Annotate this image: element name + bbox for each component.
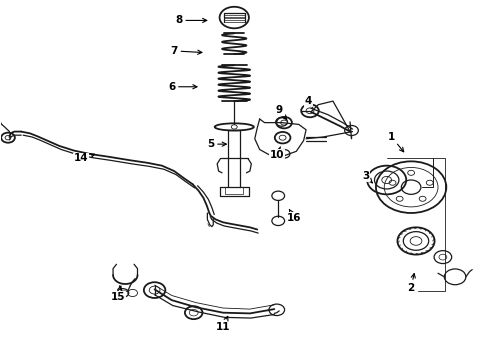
- Text: 4: 4: [305, 96, 313, 107]
- Text: 14: 14: [74, 153, 95, 163]
- Text: 11: 11: [216, 316, 230, 332]
- Text: 3: 3: [363, 171, 372, 183]
- Text: 8: 8: [175, 15, 207, 26]
- Text: 1: 1: [388, 132, 404, 152]
- Text: 6: 6: [168, 82, 197, 92]
- Text: 16: 16: [287, 210, 301, 222]
- Text: 5: 5: [207, 139, 226, 149]
- Text: 2: 2: [408, 274, 416, 293]
- Text: 15: 15: [111, 286, 125, 302]
- Text: 10: 10: [270, 147, 284, 160]
- Text: 9: 9: [276, 105, 287, 120]
- Text: 7: 7: [171, 46, 202, 56]
